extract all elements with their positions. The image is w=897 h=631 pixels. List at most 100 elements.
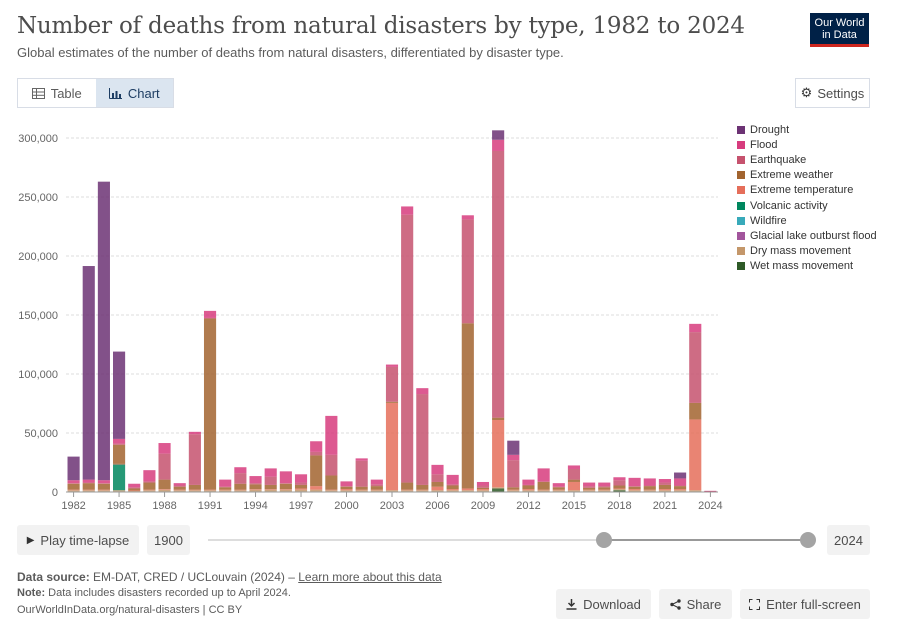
bar-segment <box>552 483 565 487</box>
legend-item[interactable]: Volcanic activity <box>737 198 877 213</box>
bar-segment <box>203 310 217 318</box>
bar-segment <box>416 484 429 490</box>
owid-logo[interactable]: Our World in Data <box>810 13 869 47</box>
bar-segment <box>416 388 429 395</box>
bar-segment <box>522 490 535 492</box>
settings-button[interactable]: ⚙ Settings <box>795 78 870 108</box>
bar-segment <box>567 481 581 491</box>
bar-chart: 0 50,000 100,000 150,000 200,000 250,000 300,0… <box>18 130 723 512</box>
bar-segment <box>674 478 687 486</box>
tab-table[interactable]: Table <box>18 79 96 107</box>
bar-segment <box>82 479 95 483</box>
learn-more-link[interactable]: Learn more about this data <box>298 570 442 584</box>
bar-segment <box>461 323 474 489</box>
x-tick-label: 1985 <box>107 500 131 512</box>
legend-item[interactable]: Earthquake <box>737 152 877 167</box>
bar-segment <box>628 486 641 490</box>
x-tick-label: 1994 <box>243 500 267 512</box>
bar-segment <box>143 481 156 483</box>
bar-segment <box>188 484 201 490</box>
bar-segment <box>507 489 520 491</box>
share-button[interactable]: Share <box>659 589 732 619</box>
timeline-end-handle[interactable] <box>800 532 816 548</box>
bar-segment <box>476 489 490 491</box>
x-tick-label: 1997 <box>289 500 313 512</box>
bar-segment <box>143 489 156 491</box>
note-label: Note: <box>17 587 46 599</box>
bar-segment <box>704 490 717 492</box>
bar-segment <box>385 401 399 403</box>
y-tick-label: 250,000 <box>18 192 58 204</box>
bar-segment <box>325 475 338 490</box>
bar-segment <box>113 351 126 439</box>
chart-title: Number of deaths from natural disasters … <box>17 13 745 39</box>
timeline-start-handle[interactable] <box>596 532 612 548</box>
legend-item[interactable]: Flood <box>737 137 877 152</box>
logo-line-1: Our World <box>814 17 865 29</box>
bar-segment <box>537 481 550 490</box>
tab-chart[interactable]: Chart <box>95 79 173 107</box>
bar-segment <box>567 465 581 469</box>
bar-segment <box>476 487 490 490</box>
tab-chart-label: Chart <box>127 85 160 101</box>
bar-segment <box>658 490 671 492</box>
legend-item[interactable]: Drought <box>737 122 877 137</box>
bar-segment <box>325 454 338 476</box>
legend-item[interactable]: Wet mass movement <box>737 259 877 274</box>
view-tabs: Table Chart <box>17 78 174 108</box>
timeline-track[interactable] <box>208 539 812 541</box>
bar-segment <box>310 451 323 456</box>
bar-segment <box>598 486 611 488</box>
bar-segment <box>598 490 611 492</box>
expand-icon <box>749 598 761 610</box>
bar-segment <box>294 488 308 490</box>
source-label: Data source: <box>17 570 90 584</box>
bar-segment <box>431 490 444 492</box>
bar-segment <box>552 489 565 491</box>
bar-segment <box>67 456 80 481</box>
bar-segment <box>613 485 626 489</box>
end-year-box[interactable]: 2024 <box>827 525 870 555</box>
bar-segment <box>82 482 95 484</box>
timeline-selected-range <box>604 539 808 541</box>
y-tick-label: 150,000 <box>18 310 58 322</box>
bar-segment <box>355 460 368 487</box>
fullscreen-button[interactable]: Enter full-screen <box>740 589 870 619</box>
legend-label: Dry mass movement <box>750 245 851 258</box>
gear-icon: ⚙ <box>800 85 813 100</box>
url-line: OurWorldInData.org/natural-disasters | C… <box>17 604 243 616</box>
bar-segment <box>173 485 186 487</box>
bar-segment <box>234 467 247 474</box>
bar-segment <box>113 444 126 464</box>
bar-segment <box>82 483 95 490</box>
logo-line-2: in Data <box>822 29 857 41</box>
legend-item[interactable]: Dry mass movement <box>737 244 877 259</box>
legend-label: Wildfire <box>750 214 787 227</box>
bar-segment <box>67 483 80 490</box>
bar-segment <box>643 486 656 490</box>
legend-swatch <box>737 186 745 195</box>
legend-item[interactable]: Extreme weather <box>737 168 877 183</box>
legend-item[interactable]: Extreme temperature <box>737 183 877 198</box>
legend-label: Earthquake <box>750 153 807 166</box>
legend-item[interactable]: Glacial lake outburst flood <box>737 228 877 243</box>
bar-segment <box>492 130 505 140</box>
bar-segment <box>113 443 126 445</box>
download-button[interactable]: Download <box>556 589 651 619</box>
x-tick-label: 2024 <box>698 500 722 512</box>
table-icon <box>31 87 45 99</box>
download-label: Download <box>583 596 641 612</box>
legend-item[interactable]: Wildfire <box>737 213 877 228</box>
bar-segment <box>188 489 201 491</box>
bar-segment <box>598 489 611 491</box>
bar-segment <box>310 486 323 490</box>
bar-segment <box>446 489 459 491</box>
bar-segment <box>158 489 171 492</box>
bar-segment <box>492 139 505 151</box>
start-year-box[interactable]: 1900 <box>147 525 190 555</box>
chart-legend: Drought Flood Earthquake Extreme weather Ext… <box>737 122 877 274</box>
bar-segment <box>385 490 399 492</box>
play-timelapse-button[interactable]: ▶ Play time-lapse <box>17 525 139 555</box>
bar-segment <box>128 488 141 491</box>
x-tick-label: 1982 <box>61 500 85 512</box>
